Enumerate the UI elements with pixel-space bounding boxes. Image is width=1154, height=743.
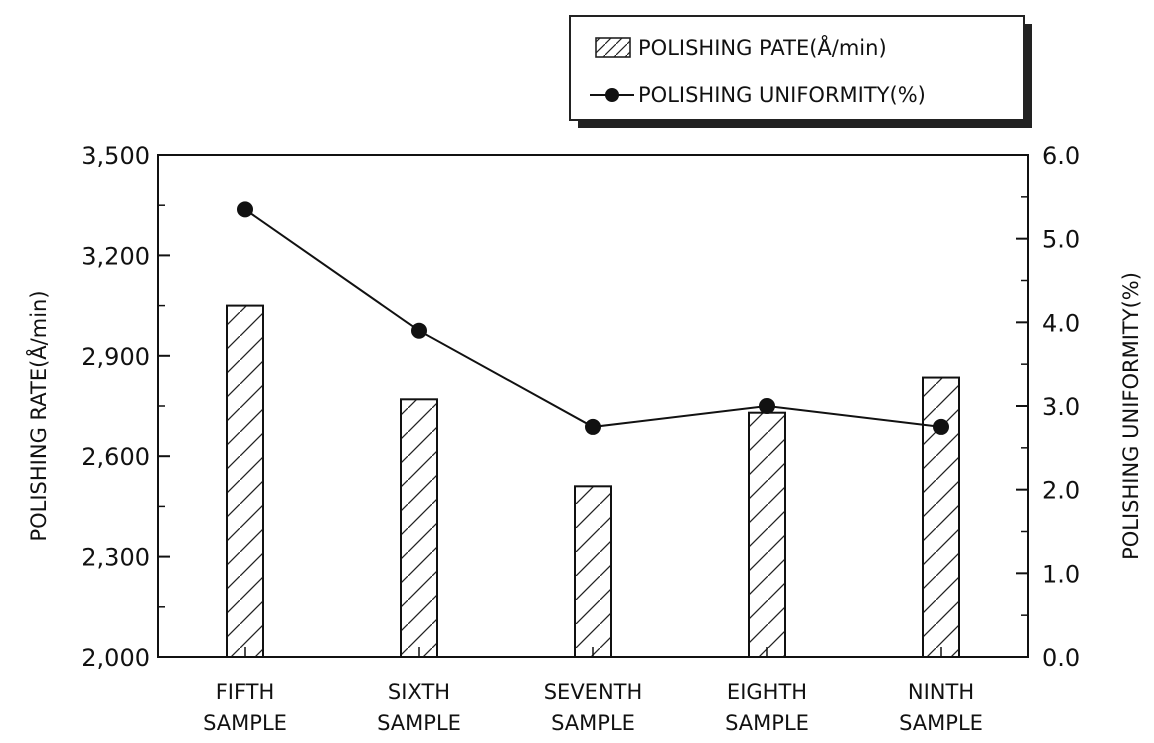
- legend-label-polishing-rate: POLISHING PATE(Å/min): [638, 34, 887, 60]
- left-tick-label: 2,600: [81, 443, 150, 471]
- left-tick-label: 2,900: [81, 343, 150, 371]
- right-tick-label: 2.0: [1042, 477, 1080, 505]
- category-label: SAMPLE: [899, 711, 983, 735]
- bar: [749, 413, 785, 657]
- category-label: FIFTH: [216, 680, 275, 704]
- category-label: EIGHTH: [727, 680, 807, 704]
- category-label: SAMPLE: [551, 711, 635, 735]
- uniformity-line: [245, 209, 941, 427]
- right-tick-label: 5.0: [1042, 226, 1080, 254]
- category-label: SIXTH: [388, 680, 450, 704]
- left-tick-label: 3,200: [81, 242, 150, 270]
- left-tick-label: 2,300: [81, 544, 150, 572]
- legend: POLISHING PATE(Å/min) POLISHING UNIFORMI…: [570, 16, 1032, 128]
- category-label: SAMPLE: [725, 711, 809, 735]
- category-label: SAMPLE: [377, 711, 461, 735]
- category-label: SEVENTH: [544, 680, 643, 704]
- legend-label-polishing-uniformity: POLISHING UNIFORMITY(%): [638, 83, 926, 107]
- bar: [401, 399, 437, 657]
- right-axis-title: POLISHING UNIFORMITY(%): [1119, 272, 1143, 560]
- uniformity-point: [759, 398, 775, 414]
- right-tick-label: 6.0: [1042, 142, 1080, 170]
- category-label: SAMPLE: [203, 711, 287, 735]
- uniformity-point: [933, 419, 949, 435]
- uniformity-point: [237, 201, 253, 217]
- legend-bar-swatch: [596, 38, 630, 57]
- uniformity-point: [411, 323, 427, 339]
- uniformity-point: [585, 419, 601, 435]
- right-tick-label: 3.0: [1042, 393, 1080, 421]
- legend-marker-swatch: [605, 88, 619, 102]
- left-tick-label: 3,500: [81, 142, 150, 170]
- right-tick-label: 1.0: [1042, 560, 1080, 588]
- category-label: NINTH: [908, 680, 974, 704]
- left-tick-label: 2,000: [81, 644, 150, 672]
- bar: [575, 486, 611, 657]
- bar: [227, 306, 263, 657]
- right-tick-label: 4.0: [1042, 309, 1080, 337]
- right-tick-label: 0.0: [1042, 644, 1080, 672]
- plot-area: 2,000 2,300 2,600 2,900 3,200 3,500 0.0 1.0 2.0 3…: [25, 142, 1143, 735]
- left-axis-title: POLISHING RATE(Å/min): [25, 290, 51, 541]
